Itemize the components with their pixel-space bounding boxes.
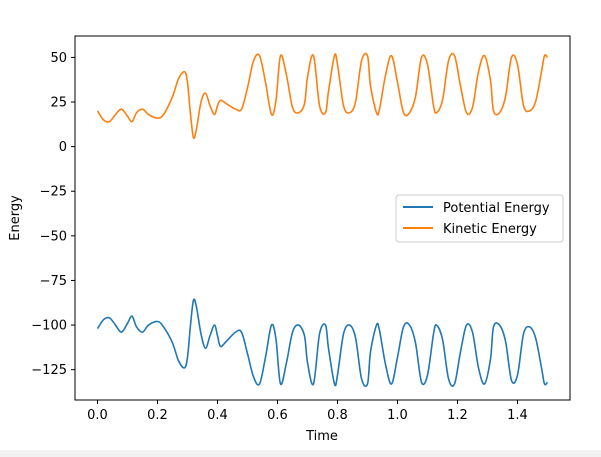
y-axis-label: Energy xyxy=(8,195,23,241)
legend: Potential Energy Kinetic Energy xyxy=(395,194,564,243)
legend-box xyxy=(395,194,564,243)
y-tick-label: −25 xyxy=(40,185,67,200)
x-tick-label: 0.8 xyxy=(327,408,348,423)
series-line-potential-energy xyxy=(96,298,549,388)
y-tick-label: 25 xyxy=(50,96,67,111)
x-tick-label: 1.4 xyxy=(507,408,528,423)
plot-frame xyxy=(74,35,571,401)
bottom-strip xyxy=(0,450,601,457)
y-tick-label: −75 xyxy=(40,274,67,289)
y-tick-label: −50 xyxy=(40,229,67,244)
series-layer xyxy=(96,52,549,388)
x-tick-label: 1.0 xyxy=(387,408,408,423)
x-tick-label: 1.2 xyxy=(447,408,468,423)
ticks-layer: 0.0 0.2 0.4 0.6 0.8 1.0 1.2 1.4 50 25 0 −25 −50 −75 −1… xyxy=(31,51,528,423)
y-tick-label: −125 xyxy=(31,363,67,378)
legend-label-kinetic-energy: Kinetic Energy xyxy=(443,222,537,237)
x-tick-label: 0.0 xyxy=(87,408,108,423)
legend-label-potential-energy: Potential Energy xyxy=(443,201,550,216)
y-tick-label: 50 xyxy=(50,51,67,66)
series-line-kinetic-energy xyxy=(96,52,549,140)
x-tick-label: 0.6 xyxy=(267,408,288,423)
x-axis-label: Time xyxy=(305,429,338,444)
x-tick-label: 0.4 xyxy=(207,408,228,423)
y-tick-label: 0 xyxy=(59,140,67,155)
y-tick-label: −100 xyxy=(31,319,67,334)
x-tick-label: 0.2 xyxy=(147,408,168,423)
